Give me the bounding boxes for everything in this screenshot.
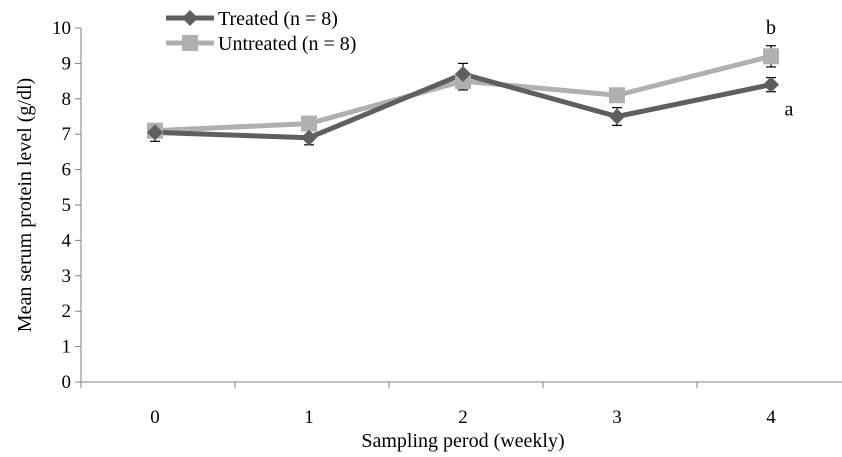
untreated-point [763,48,779,64]
error-bars [150,46,776,145]
annotation-b: b [766,17,776,39]
treated-point [609,109,625,125]
y-tick-label: 5 [62,195,72,216]
y-tick-label: 10 [52,18,71,39]
x-axis-title: Sampling perod (weekly) [361,430,564,452]
legend-swatch-marker [182,35,198,51]
treated-point [301,130,317,146]
x-tick-label: 0 [150,407,160,428]
y-axis-title: Mean serum protein level (g/dl) [14,78,36,332]
y-tick-label: 3 [62,266,72,287]
annotations: ba [766,17,794,120]
x-tick-label: 1 [304,407,314,428]
x-tick-label: 2 [458,407,468,428]
y-tick-label: 8 [62,89,72,110]
y-tick-label: 6 [62,160,72,181]
y-tick-label: 7 [62,124,72,145]
y-tick-label: 1 [62,337,72,358]
untreated-point [301,116,317,132]
legend-swatch-marker [182,10,198,26]
annotation-a: a [785,98,794,120]
treated-point [763,77,779,93]
x-tick-label: 3 [612,407,622,428]
y-tick-label: 4 [62,230,72,251]
legend-label: Treated (n = 8) [218,8,338,30]
legend: Treated (n = 8) Untreated (n = 8) [166,8,356,55]
y-tick-label: 0 [62,372,72,393]
legend-label: Untreated (n = 8) [218,33,356,55]
x-tick-label: 4 [766,407,776,428]
untreated-point [609,87,625,103]
y-tick-label: 9 [62,53,72,74]
y-tick-label: 2 [62,301,72,322]
